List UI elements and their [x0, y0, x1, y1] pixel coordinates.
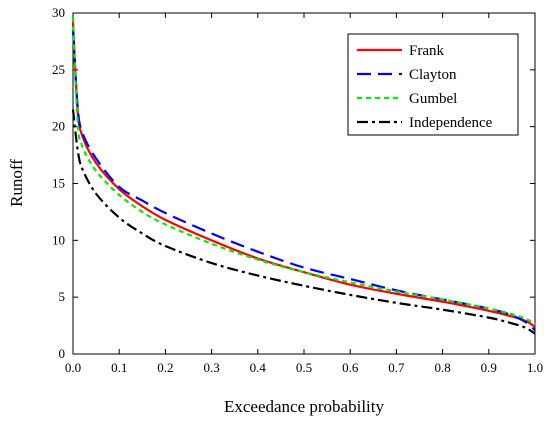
- series-lines: [71, 17, 536, 335]
- x-axis-title: Exceedance probability: [224, 397, 385, 416]
- x-tick-label: 0.1: [111, 360, 127, 375]
- y-axis-title: Runoff: [7, 159, 26, 207]
- legend-label-frank: Frank: [409, 43, 444, 59]
- y-tick-label: 10: [52, 232, 65, 247]
- y-tick-label: 15: [52, 176, 65, 191]
- y-tick-label: 20: [52, 119, 65, 134]
- x-tick-label: 0.2: [157, 360, 173, 375]
- y-tick-label: 30: [52, 5, 65, 20]
- legend-label-independence: Independence: [409, 115, 493, 131]
- x-tick-label: 0.7: [388, 360, 405, 375]
- y-tick-label: 0: [59, 346, 66, 361]
- series-line-gumbel: [71, 17, 536, 326]
- x-tick-label: 0.4: [250, 360, 267, 375]
- legend-label-gumbel: Gumbel: [409, 91, 457, 107]
- y-axis-ticks: 0 5 10 15 20 25 30: [52, 5, 535, 361]
- x-tick-label: 0.5: [296, 360, 312, 375]
- x-axis-ticks: 0.0 0.1 0.2 0.3 0.4 0.5 0.6 0.7 0.8 0.9 1.0: [65, 13, 543, 375]
- x-tick-label: 0.9: [481, 360, 497, 375]
- x-tick-label: 0.3: [203, 360, 219, 375]
- series-line-independence: [71, 109, 536, 335]
- x-tick-label: 1.0: [527, 360, 543, 375]
- x-tick-label: 0.8: [434, 360, 450, 375]
- x-tick-label: 0.0: [65, 360, 81, 375]
- legend-label-clayton: Clayton: [409, 67, 457, 83]
- x-tick-label: 0.6: [342, 360, 359, 375]
- y-tick-label: 25: [52, 62, 65, 77]
- y-tick-label: 5: [59, 289, 66, 304]
- legend: Frank Clayton Gumbel Independence: [347, 33, 519, 136]
